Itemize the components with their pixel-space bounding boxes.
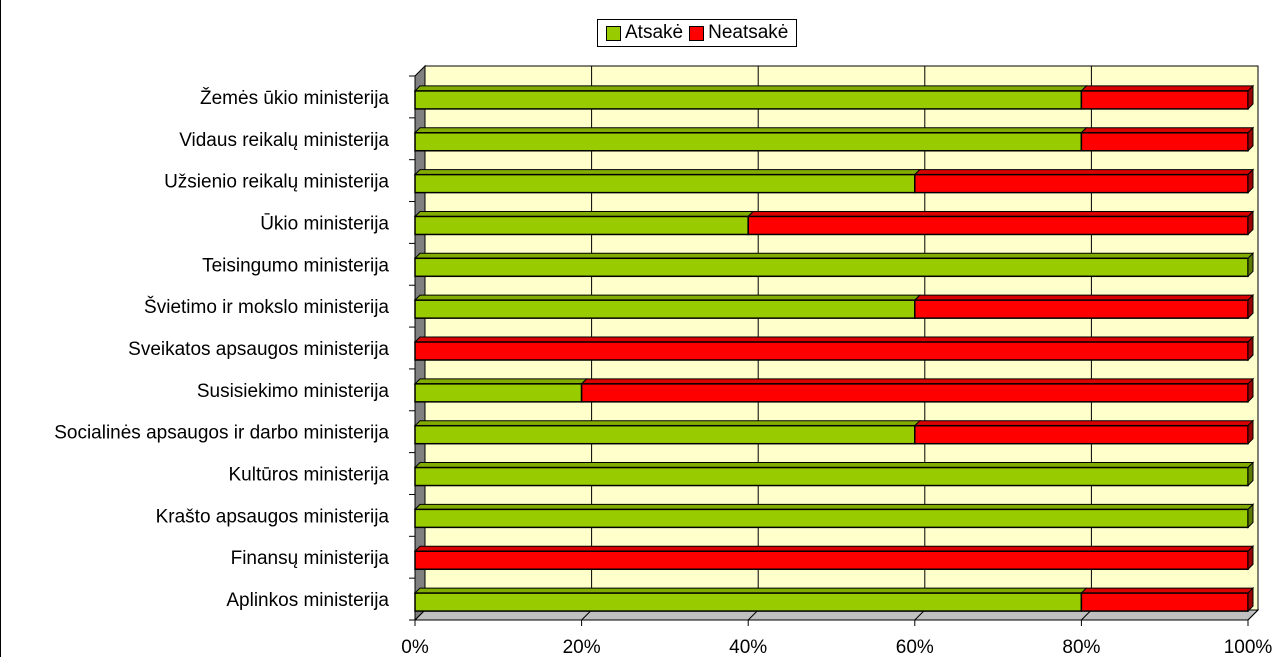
category-label: Krašto apsaugos ministerija [156, 506, 390, 527]
bar-side-face [1247, 168, 1254, 194]
bar-segment [414, 257, 1249, 278]
category-label: Susisiekimo ministerija [197, 381, 390, 402]
bar-segment [414, 299, 916, 319]
bar-segment [747, 215, 1249, 236]
legend-item-atsake: Atsakė [606, 22, 683, 44]
category-label: Sveikatos apsaugos ministerija [128, 339, 389, 360]
bar-segment [414, 508, 1249, 529]
floor-gridline [1247, 609, 1259, 621]
bar-segment [1080, 592, 1249, 612]
bar-segment [414, 90, 1083, 110]
bar-side-face [1247, 126, 1254, 152]
bar-segment [914, 173, 1249, 194]
legend-swatch-neatsake [689, 25, 705, 41]
category-label: Teisingumo ministerija [202, 255, 389, 276]
legend-swatch-atsake [606, 25, 621, 41]
legend-label-neatsake: Neatsakė [708, 22, 789, 43]
category-label: Ūkio ministerija [260, 213, 389, 234]
bar-side-face [1247, 545, 1254, 571]
legend-label-atsake: Atsakė [625, 22, 684, 43]
bar-segment [414, 592, 1083, 612]
bar-segment [1080, 132, 1249, 152]
bar-segment [580, 383, 1249, 403]
category-label: Finansų ministerija [231, 548, 390, 569]
x-tick-label: 80% [1062, 637, 1100, 657]
bar-segment [414, 132, 1083, 152]
bar-side-face [1247, 503, 1254, 529]
bar-segment [414, 550, 1249, 570]
x-tick-label: 40% [729, 637, 767, 657]
legend-item-neatsake: Neatsakė [689, 22, 788, 44]
bar-segment [914, 424, 1249, 445]
bar-segment [414, 173, 916, 194]
bar-side-face [1247, 335, 1254, 362]
category-label: Kultūros ministerija [229, 465, 390, 486]
chart-legend: Atsakė Neatsakė [597, 19, 798, 47]
category-label: Vidaus reikalų ministerija [179, 130, 389, 151]
category-label: Aplinkos ministerija [226, 590, 389, 611]
x-tick-label: 0% [401, 637, 429, 657]
x-tick-label: 100% [1224, 637, 1273, 657]
bar-side-face [1247, 377, 1254, 404]
category-label: Žemės ūkio ministerija [200, 87, 389, 109]
bar-side-face [1247, 84, 1254, 111]
bar-segment [914, 299, 1249, 319]
x-tick-label: 60% [896, 637, 934, 657]
bar-side-face [1247, 293, 1254, 320]
category-label: Švietimo ir mokslo ministerija [144, 296, 389, 318]
category-label: Socialinės apsaugos ir darbo ministerija [54, 423, 389, 444]
bar-side-face [1247, 419, 1254, 445]
bar-segment [414, 466, 1249, 487]
x-tick-label: 20% [563, 637, 601, 657]
bar-top-face [413, 503, 1255, 510]
bar-side-face [1247, 210, 1254, 236]
bar-side-face [1247, 586, 1254, 613]
bar-side-face [1247, 461, 1254, 487]
bar-segment [414, 341, 1249, 361]
bar-segment [414, 383, 583, 403]
bar-segment [414, 215, 749, 236]
category-label: Užsienio reikalų ministerija [164, 172, 389, 193]
bar-segment [414, 424, 916, 445]
bar-side-face [1247, 252, 1254, 278]
bar-segment [1080, 90, 1249, 110]
